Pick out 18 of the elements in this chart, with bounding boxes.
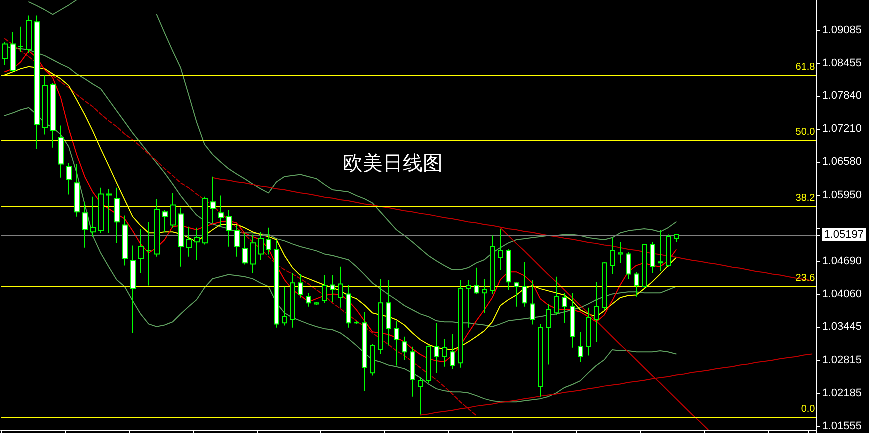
y-tick-label: 1.07840 — [822, 90, 862, 102]
text: 欧美日线图 — [343, 151, 443, 175]
annotation: 38.2 — [796, 192, 816, 204]
y-tick-label: 1.04060 — [822, 288, 862, 301]
y-tick-label: 1.01555 — [822, 420, 862, 433]
y-tick-label: 1.05950 — [822, 189, 862, 202]
y-tick-label: 1.02185 — [822, 387, 862, 400]
y-tick-label: 1.05197 — [824, 228, 864, 241]
y-tick-label: 1.08455 — [822, 57, 862, 70]
y-tick-label: 1.03445 — [822, 321, 862, 334]
y-tick-label: 1.04690 — [822, 256, 862, 268]
annotation: 61.8 — [796, 62, 816, 73]
y-tick-label: 1.09085 — [822, 24, 862, 36]
y-tick-label: 1.06580 — [822, 156, 862, 168]
y-tick-label: 1.02815 — [822, 354, 862, 366]
annotation: 50.0 — [796, 127, 816, 138]
y-tick-label: 1.07210 — [822, 122, 862, 135]
annotation: 0.0 — [801, 404, 816, 415]
